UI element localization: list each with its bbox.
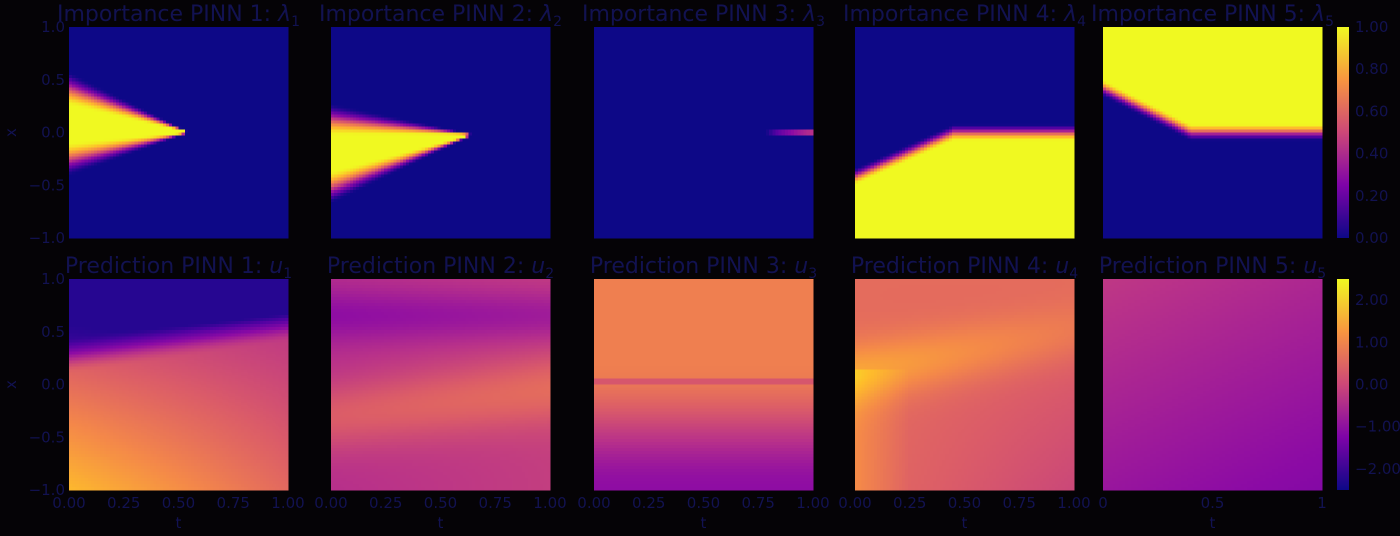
heatmap-imp1 (69, 27, 289, 239)
panel-imp1: Importance PINN 1: λ11.00.50.0−0.5−1.0x (2, 2, 300, 247)
axes-layer: Importance PINN 1: λ11.00.50.0−0.5−1.0xI… (2, 2, 1334, 532)
